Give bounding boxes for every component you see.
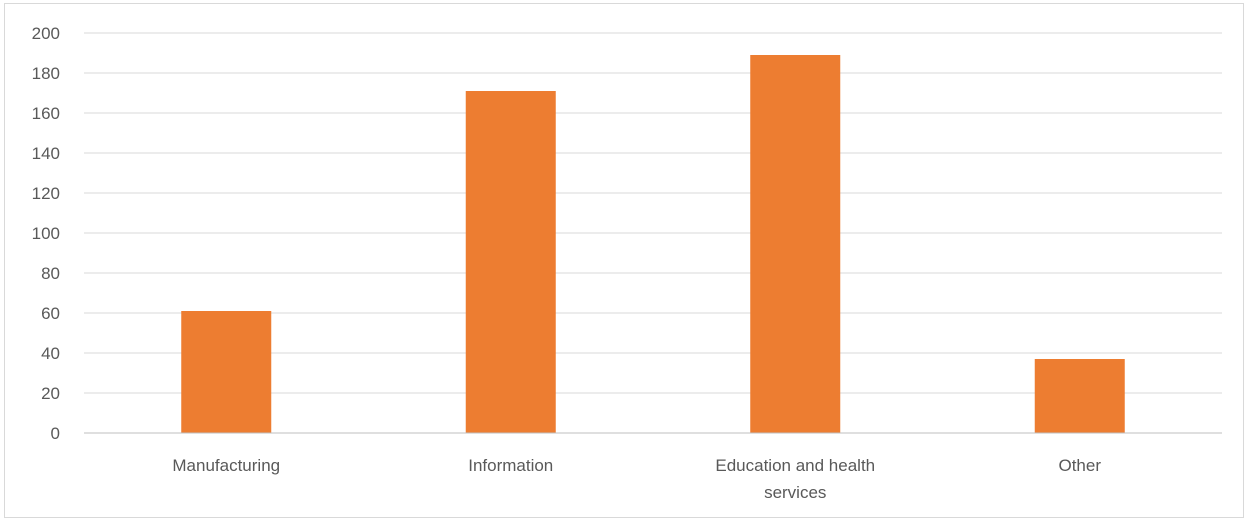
y-tick-label: 140 bbox=[32, 144, 60, 163]
x-category-label-line: Manufacturing bbox=[172, 456, 280, 475]
y-tick-label: 120 bbox=[32, 184, 60, 203]
gridlines bbox=[84, 32, 1222, 394]
y-tick-label: 160 bbox=[32, 104, 60, 123]
y-axis-tick-labels: 0 20 40 60 80 100 120 140 160 180 200 bbox=[32, 24, 60, 443]
x-category-label-line: Information bbox=[468, 456, 553, 475]
y-tick-label: 40 bbox=[41, 344, 60, 363]
x-category-label-line: Other bbox=[1058, 456, 1101, 475]
x-category-label-line: Education and health bbox=[715, 456, 875, 475]
y-tick-label: 200 bbox=[32, 24, 60, 43]
y-tick-label: 180 bbox=[32, 64, 60, 83]
y-tick-label: 20 bbox=[41, 384, 60, 403]
bar bbox=[465, 91, 556, 433]
y-tick-label: 80 bbox=[41, 264, 60, 283]
bar bbox=[1034, 359, 1125, 433]
y-tick-label: 0 bbox=[51, 424, 60, 443]
x-category-label: Education and health services bbox=[715, 456, 875, 502]
x-category-label-line: services bbox=[764, 483, 826, 502]
x-category-label: Manufacturing bbox=[172, 456, 280, 475]
x-category-label: Information bbox=[468, 456, 553, 475]
bars bbox=[181, 55, 1125, 433]
bar bbox=[750, 55, 841, 433]
y-tick-label: 100 bbox=[32, 224, 60, 243]
bar bbox=[181, 311, 272, 433]
x-category-label: Other bbox=[1058, 456, 1101, 475]
x-axis-category-labels: Manufacturing Information Education and he… bbox=[172, 456, 1101, 502]
y-tick-label: 60 bbox=[41, 304, 60, 323]
